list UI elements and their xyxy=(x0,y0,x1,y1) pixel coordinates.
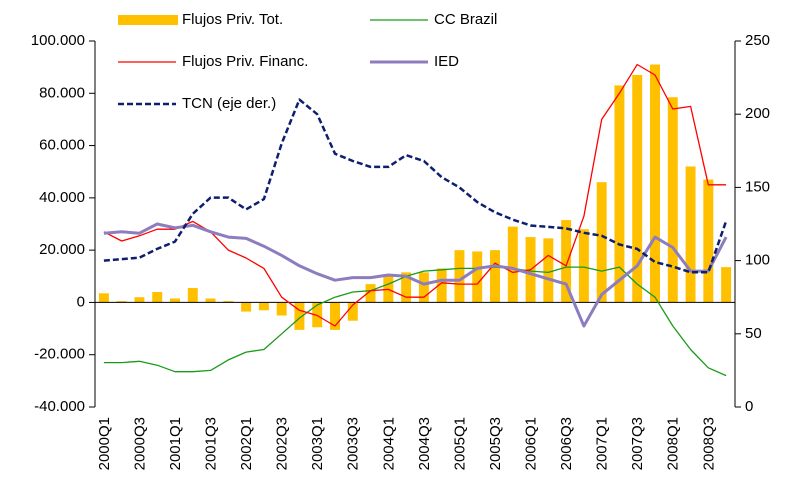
x-tick-label: 2001Q1 xyxy=(167,417,184,470)
x-tick-label: 2006Q1 xyxy=(523,417,540,470)
legend-label: IED xyxy=(434,53,459,70)
legend-label: CC Brazil xyxy=(434,11,497,28)
bar xyxy=(667,97,678,303)
y-tick-label: 40.000 xyxy=(39,189,85,206)
x-tick-label: 2000Q1 xyxy=(96,417,113,470)
bar xyxy=(578,229,589,303)
x-tick-label: 2003Q3 xyxy=(345,417,362,470)
bar xyxy=(187,288,198,303)
bar xyxy=(276,302,287,316)
legend-label: TCN (eje der.) xyxy=(182,95,276,112)
y-tick-label: 80.000 xyxy=(39,84,85,101)
bar xyxy=(258,302,269,311)
y-tick-label: 100.000 xyxy=(31,32,85,49)
y-tick-label: 20.000 xyxy=(39,241,85,258)
x-tick-label: 2004Q3 xyxy=(416,417,433,470)
bar xyxy=(152,291,163,303)
y2-tick-label: 100 xyxy=(745,252,770,269)
y-tick-label: -40.000 xyxy=(34,398,85,415)
y2-tick-label: 0 xyxy=(745,398,753,415)
x-tick-label: 2003Q1 xyxy=(309,417,326,470)
bar xyxy=(205,298,216,303)
y-tick-label: 60.000 xyxy=(39,137,85,154)
legend-label: Flujos Priv. Financ. xyxy=(182,53,308,70)
x-tick-label: 2002Q1 xyxy=(238,417,255,470)
x-tick-label: 2007Q1 xyxy=(594,417,611,470)
y2-tick-label: 150 xyxy=(745,178,770,195)
x-tick-label: 2000Q3 xyxy=(131,417,148,470)
line-series xyxy=(103,98,728,274)
bar xyxy=(223,301,234,303)
bar xyxy=(632,74,643,303)
bar xyxy=(703,179,714,303)
bar xyxy=(418,272,429,303)
line-series xyxy=(103,266,727,377)
x-tick-label: 2006Q3 xyxy=(558,417,575,470)
bar xyxy=(294,302,305,330)
bar xyxy=(543,238,554,303)
bar xyxy=(436,268,447,303)
bar xyxy=(507,226,518,303)
bar xyxy=(490,250,500,303)
bar xyxy=(561,220,572,303)
legend-swatch xyxy=(118,15,178,25)
bar xyxy=(116,301,127,303)
x-tick-label: 2008Q1 xyxy=(665,417,682,470)
y2-tick-label: 50 xyxy=(745,325,762,342)
bar xyxy=(596,182,607,303)
line-series xyxy=(103,222,728,328)
x-tick-label: 2005Q3 xyxy=(487,417,504,470)
x-tick-label: 2004Q1 xyxy=(380,417,397,470)
x-tick-label: 2008Q3 xyxy=(700,417,717,470)
bar xyxy=(98,293,109,303)
bar xyxy=(721,267,732,303)
bar xyxy=(134,297,145,303)
y-tick-label: 0 xyxy=(77,293,85,310)
x-tick-label: 2002Q3 xyxy=(274,417,291,470)
bar xyxy=(401,272,412,303)
bar xyxy=(241,302,252,312)
bar xyxy=(454,250,465,303)
bar xyxy=(685,166,696,303)
y2-tick-label: 250 xyxy=(745,32,770,49)
bar xyxy=(614,85,625,303)
y-tick-label: -20.000 xyxy=(34,346,85,363)
bar xyxy=(650,64,660,303)
x-tick-label: 2001Q3 xyxy=(203,417,220,470)
bar xyxy=(170,298,180,303)
bar xyxy=(347,302,358,321)
y2-tick-label: 200 xyxy=(745,105,770,122)
x-tick-label: 2007Q3 xyxy=(629,417,646,470)
bar xyxy=(365,284,376,303)
x-tick-label: 2005Q1 xyxy=(451,417,468,470)
bar xyxy=(330,302,340,330)
legend-label: Flujos Priv. Tot. xyxy=(182,11,283,28)
bar xyxy=(472,251,483,303)
